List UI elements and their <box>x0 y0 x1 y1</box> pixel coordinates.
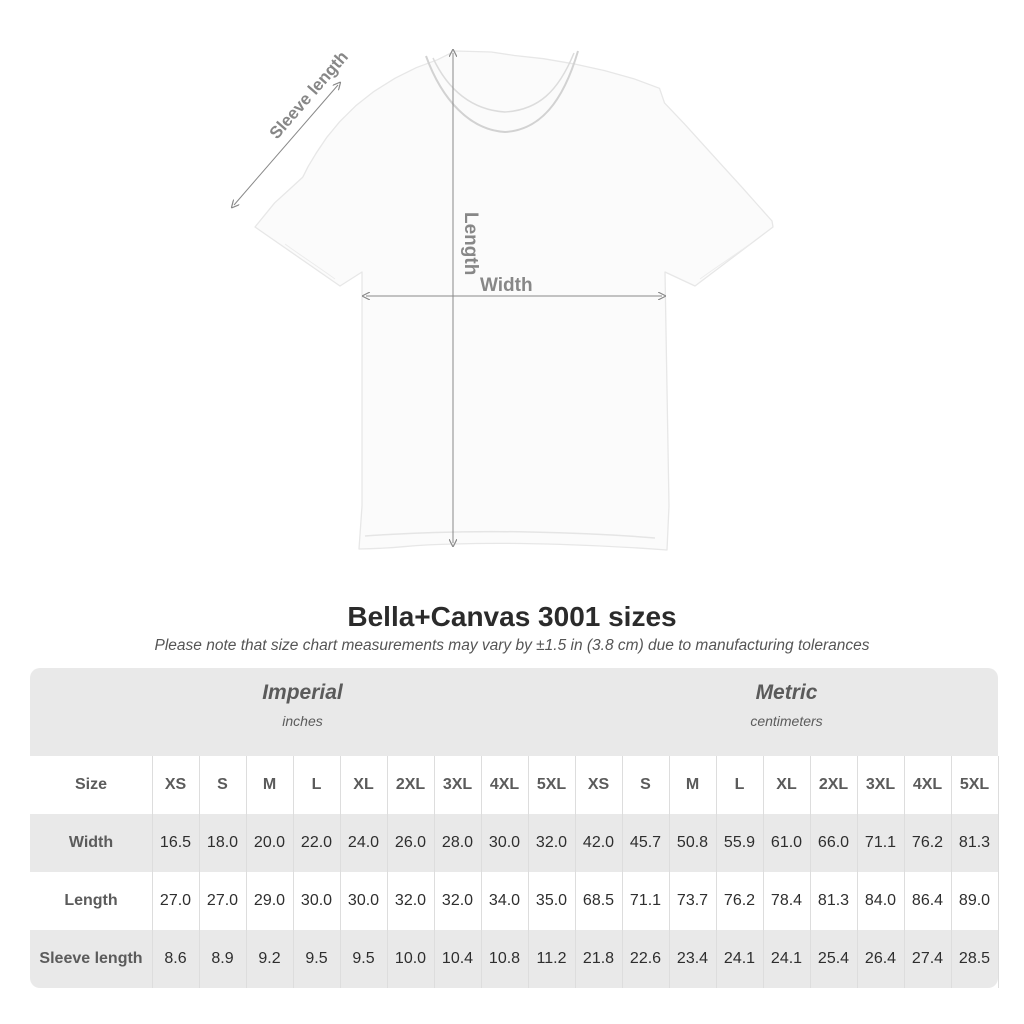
svg-text:Width: Width <box>480 275 533 296</box>
svg-text:Length: Length <box>460 212 481 275</box>
